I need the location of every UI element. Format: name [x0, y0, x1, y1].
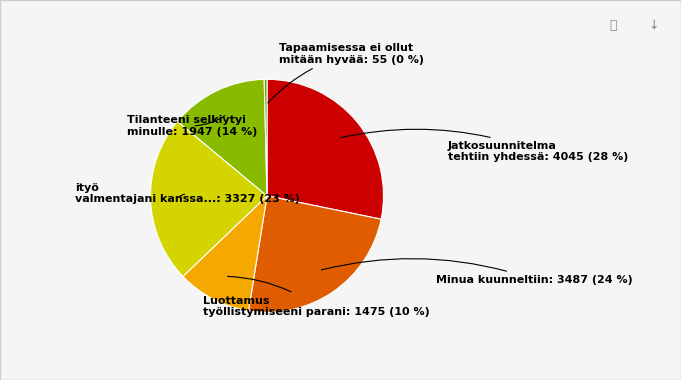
Text: Jatkosuunnitelma
tehtiin yhdessä: 4045 (28 %): Jatkosuunnitelma tehtiin yhdessä: 4045 (… — [340, 129, 628, 162]
Text: Minua kuunneltiin: 3487 (24 %): Minua kuunneltiin: 3487 (24 %) — [321, 259, 633, 285]
Wedge shape — [267, 79, 383, 219]
Wedge shape — [178, 79, 267, 196]
Text: Tilanteeni selkiytyi
minulle: 1947 (14 %): Tilanteeni selkiytyi minulle: 1947 (14 %… — [127, 115, 257, 137]
Wedge shape — [183, 196, 267, 311]
Wedge shape — [249, 196, 381, 312]
Text: ityö
valmentajani kanssa...: 3327 (23 %): ityö valmentajani kanssa...: 3327 (23 %) — [75, 183, 300, 204]
Text: ⎙: ⎙ — [609, 19, 617, 32]
Wedge shape — [151, 121, 267, 277]
Text: Luottamus
työllistymiseeni parani: 1475 (10 %): Luottamus työllistymiseeni parani: 1475 … — [203, 276, 430, 317]
Text: ↓: ↓ — [648, 19, 659, 32]
Wedge shape — [264, 79, 267, 196]
Text: Tapaamisessa ei ollut
mitään hyvää: 55 (0 %): Tapaamisessa ei ollut mitään hyvää: 55 (… — [268, 43, 424, 103]
